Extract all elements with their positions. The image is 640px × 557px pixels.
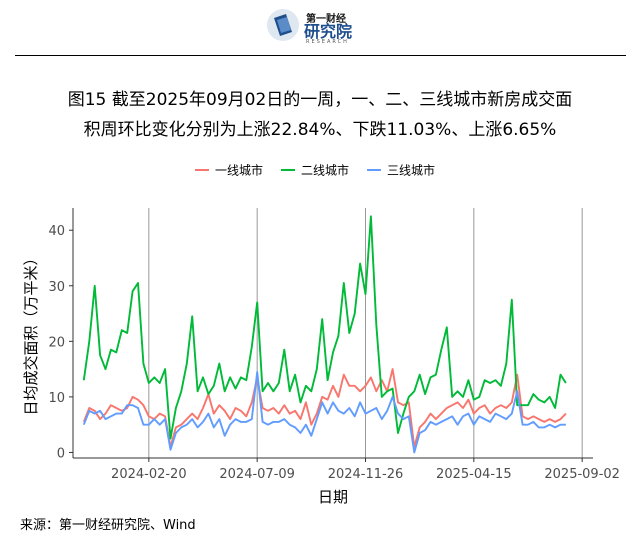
- header-divider: [15, 55, 626, 56]
- legend-label: 二线城市: [301, 163, 349, 178]
- logo-main-text: 研究院: [304, 22, 353, 41]
- y-axis-title: 日均成交面积（万平米）: [22, 250, 40, 415]
- source-note: 来源：第一财经研究院、Wind: [20, 518, 196, 533]
- x-tick-label: 2025-04-15: [436, 467, 512, 482]
- legend-label: 三线城市: [387, 163, 435, 178]
- y-tick-label: 20: [48, 335, 65, 350]
- logo-book-icon: [267, 9, 299, 41]
- series-line-3: [82, 370, 566, 454]
- x-axis-title: 日期: [318, 488, 348, 506]
- figure-title-line2: 积周环比变化分别为上涨22.84%、下跌11.03%、上涨6.65%: [83, 120, 557, 140]
- logo-sub-text: RESEARCH: [306, 39, 349, 45]
- series-line-2: [82, 215, 567, 440]
- x-tick-label: 2024-11-26: [328, 467, 404, 482]
- brand-logo: 第一财经 研究院 RESEARCH: [266, 6, 376, 46]
- x-tick-label: 2025-09-02: [544, 467, 620, 482]
- y-tick-label: 10: [48, 391, 65, 406]
- y-tick-label: 30: [48, 280, 65, 295]
- figure-title-line1: 图15 截至2025年09月02日的一周，一、二、三线城市新房成交面: [67, 90, 573, 110]
- chart-axes: 2024-02-20 2024-07-09 2024-11-26 2025-04-15…: [22, 208, 620, 506]
- x-tick-label: 2024-02-20: [111, 467, 187, 482]
- y-tick-label: 0: [57, 446, 65, 461]
- chart-series: [82, 215, 567, 454]
- logo-top-text: 第一财经: [306, 14, 346, 25]
- chart-gridlines: [148, 208, 583, 458]
- legend-label: 一线城市: [215, 163, 263, 178]
- y-tick-label: 40: [48, 224, 65, 239]
- chart-legend: 一线城市 二线城市 三线城市: [195, 163, 435, 178]
- series-line-1: [82, 368, 567, 448]
- x-tick-label: 2024-07-09: [219, 467, 295, 482]
